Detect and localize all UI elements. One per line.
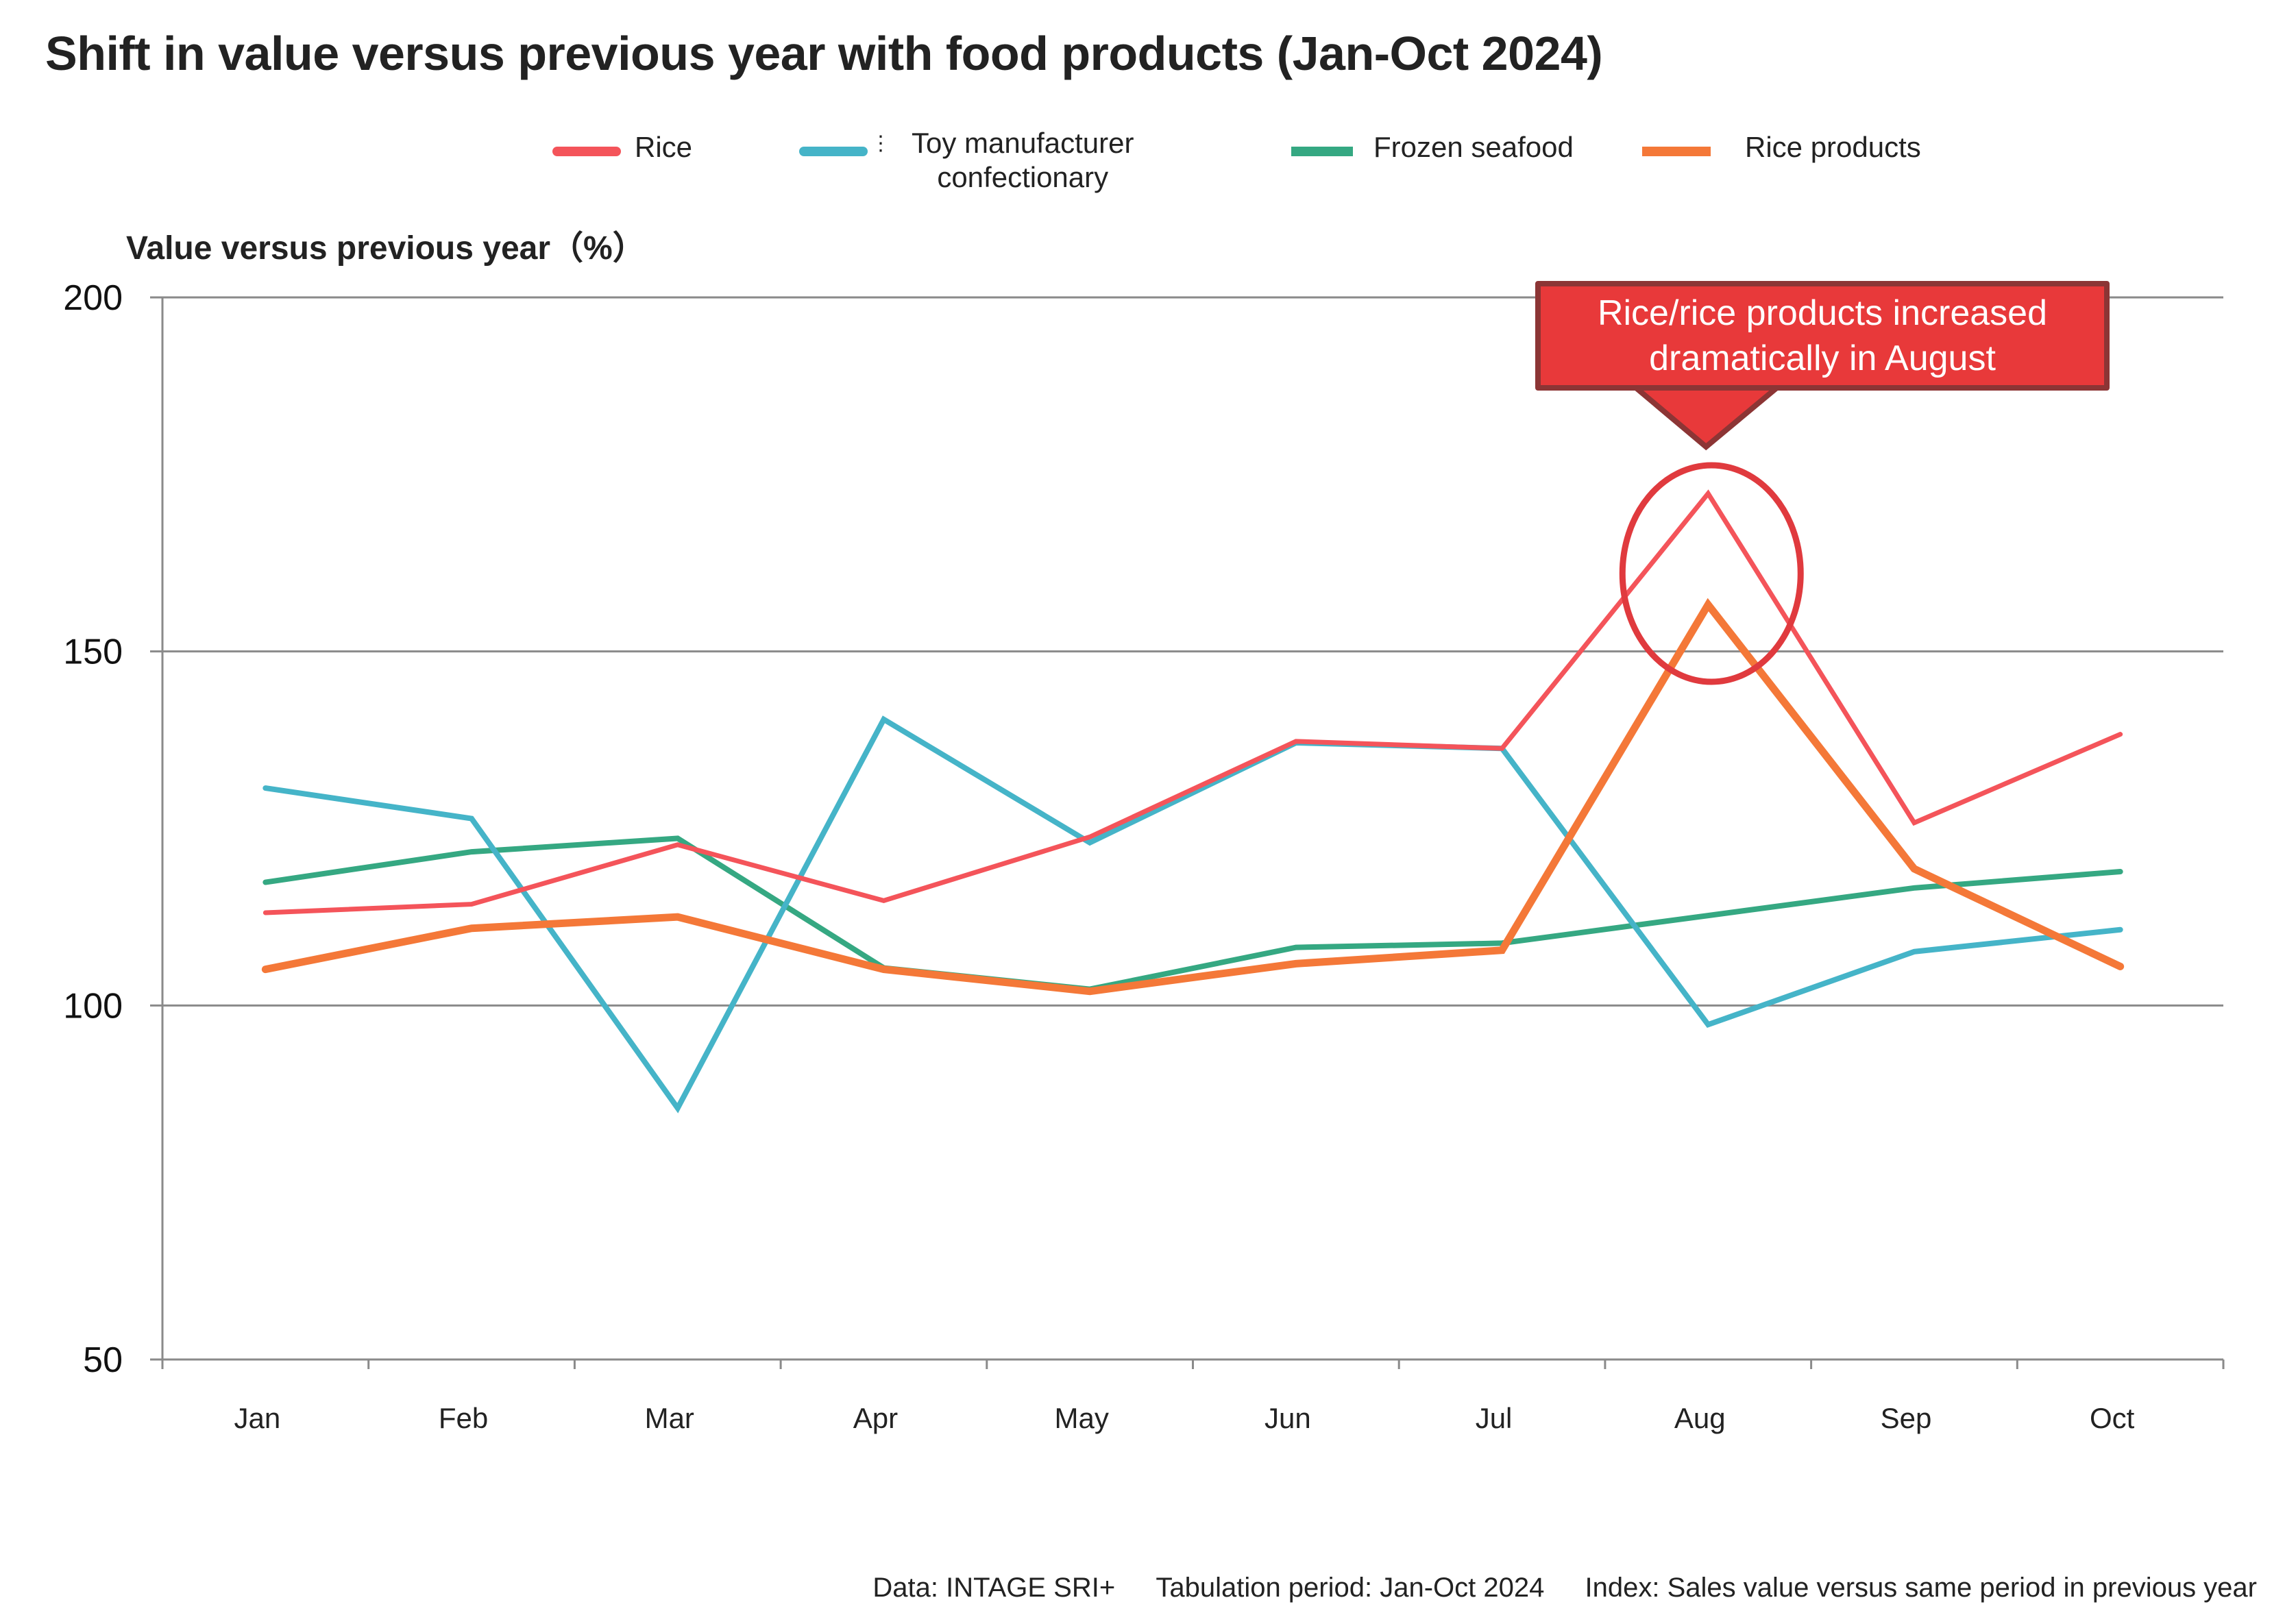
x-tick-label: Jun (1265, 1402, 1311, 1434)
x-tick-label: Jul (1476, 1402, 1513, 1434)
legend-item-toy-confectionary[interactable]: ⋮ Toy manufacturer confectionary (799, 127, 1134, 195)
legend-swatch-rice-products (1642, 147, 1711, 156)
y-tick-label: 150 (63, 632, 123, 672)
legend-label-line2: confectionary (937, 161, 1109, 193)
x-tick-labels: Jan Feb Mar Apr May Jun Jul Aug Sep Oct (234, 1402, 2134, 1434)
axes (161, 297, 2225, 1369)
x-tick-label: Oct (2090, 1402, 2135, 1434)
x-tick-label: Apr (853, 1402, 898, 1434)
legend-label-frozen-seafood: Frozen seafood (1373, 131, 1574, 163)
y-tick-label: 200 (63, 278, 123, 318)
series-lines (261, 489, 2125, 1114)
legend-label-toy-confectionary: Toy manufacturer confectionary (912, 126, 1134, 195)
footer-index: Index: Sales value versus same period in… (1585, 1573, 2257, 1603)
x-tick-label: Feb (439, 1402, 488, 1434)
legend-swatch-rice (552, 147, 621, 156)
x-tick-label: Jan (234, 1402, 280, 1434)
footer-period: Tabulation period: Jan-Oct 2024 (1156, 1573, 1545, 1603)
legend-item-frozen-seafood[interactable]: Frozen seafood (1291, 130, 1574, 164)
legend: Rice ⋮ Toy manufacturer confectionary Fr… (0, 127, 2272, 212)
series-line-frozen-seafood (262, 835, 2123, 992)
y-tick-label: 100 (63, 986, 123, 1026)
legend-label-rice: Rice (635, 131, 693, 163)
legend-stray-mark: ⋮ (870, 132, 891, 155)
legend-item-rice-products[interactable]: Rice products (1642, 130, 1921, 164)
x-tick-label: Aug (1674, 1402, 1726, 1434)
x-tick-label: Sep (1881, 1402, 1932, 1434)
y-tick-labels: 50 100 150 200 (63, 278, 123, 1380)
highlight-group (1619, 382, 1804, 685)
legend-swatch-toy-confectionary (799, 147, 868, 156)
footer-source: Data: INTAGE SRI+ Tabulation period: Jan… (872, 1573, 2257, 1603)
x-tick-label: Mar (645, 1402, 694, 1434)
gridlines (150, 296, 2223, 1361)
footer-data-source: Data: INTAGE SRI+ (872, 1573, 1116, 1603)
y-axis-label: Value versus previous year（%） (126, 230, 646, 267)
series-line-rice (262, 489, 2123, 915)
series-line-toy-manufacturer-confectionary (262, 715, 2123, 1114)
legend-label-line1: Toy manufacturer (912, 127, 1134, 159)
callout-annotation: Rice/rice products increased dramaticall… (1535, 281, 2110, 391)
legend-swatch-frozen-seafood (1291, 147, 1353, 156)
series-line-rice-products (261, 598, 2125, 996)
legend-label-rice-products: Rice products (1745, 131, 1921, 163)
callout-line2: dramatically in August (1649, 339, 1996, 378)
x-tick-label: May (1054, 1402, 1108, 1434)
legend-item-rice[interactable]: Rice (552, 130, 692, 164)
callout-pointer (1625, 382, 1788, 451)
chart-title: Shift in value versus previous year with… (45, 27, 1603, 80)
highlight-ellipse (1619, 462, 1804, 685)
y-tick-label: 50 (83, 1340, 123, 1380)
callout-line1: Rice/rice products increased (1597, 293, 2048, 333)
